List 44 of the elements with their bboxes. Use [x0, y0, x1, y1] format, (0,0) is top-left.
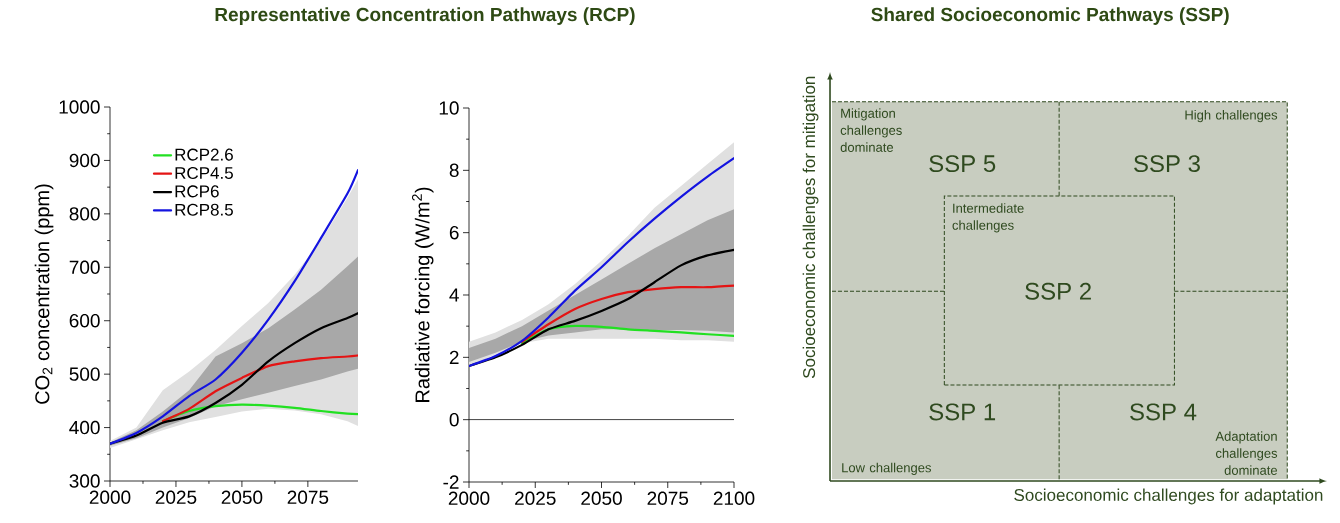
- x-tick-label: 2000: [448, 491, 490, 505]
- y-axis-title: Radiative forcing (W/m$^{2}$): [412, 187, 434, 402]
- y-tick-label: 800: [69, 207, 100, 221]
- x-tick-label: 2000: [89, 490, 131, 504]
- y-tick-label: 0: [449, 412, 459, 427]
- y-tick-label: -2: [443, 475, 459, 489]
- text: Shared Socioeconomic Pathways (SSP): [871, 7, 1229, 25]
- x-tick-label: 2075: [647, 491, 689, 505]
- y-axis-title: CO$_{2}$ concentration (ppm): [34, 184, 54, 404]
- text: SSP 3: [1134, 155, 1200, 173]
- x-tick-label: 2100: [713, 491, 755, 505]
- y-tick-label: 500: [69, 367, 100, 381]
- x-tick-label: 2050: [221, 490, 263, 504]
- text: Mitigation challenges dominate: [840, 108, 902, 152]
- text: Socioeconomic challenges for adaptation: [1014, 488, 1323, 505]
- legend-label: RCP8.5: [175, 203, 233, 216]
- y-tick-label: 900: [69, 153, 100, 168]
- text: High challenges: [1185, 110, 1278, 123]
- y-tick-label: 8: [449, 163, 459, 178]
- x-tick-label: 2050: [581, 491, 622, 505]
- x-tick-label: 2075: [287, 490, 329, 504]
- text: SSP 1: [929, 403, 996, 421]
- y-tick-label: 400: [69, 420, 100, 435]
- legend-label: RCP4.5: [175, 166, 233, 180]
- text: Socioeconomic challenges for mitigation: [802, 76, 819, 379]
- y-tick-label: 4: [449, 288, 459, 302]
- y-tick-label: 300: [69, 474, 100, 488]
- text: SSP 5: [929, 155, 996, 173]
- text: Intermediate challenges: [952, 203, 1024, 233]
- x-tick-label: 2025: [515, 491, 556, 505]
- y-tick-label: 2: [449, 350, 459, 364]
- y-tick-label: 6: [449, 225, 459, 240]
- y-tick-label: 700: [69, 260, 100, 275]
- y-tick-label: 10: [439, 101, 459, 115]
- legend-label: RCP6: [175, 185, 219, 198]
- y-tick-label: 600: [69, 313, 100, 328]
- text: Adaptation challenges dominate: [1215, 431, 1278, 475]
- text: Low challenges: [842, 462, 931, 475]
- x-tick-label: 2025: [155, 490, 197, 504]
- text: SSP 4: [1130, 403, 1197, 421]
- y-tick-label: 1000: [59, 100, 100, 114]
- legend-label: RCP2.6: [175, 148, 233, 161]
- text: SSP 2: [1025, 282, 1091, 300]
- text: Representative Concentration Pathways (RCP): [215, 7, 635, 25]
